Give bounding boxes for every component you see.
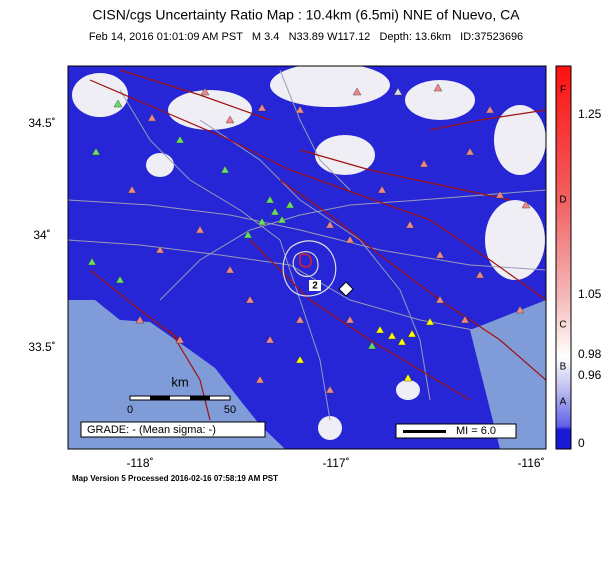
station	[435, 250, 445, 259]
station	[295, 105, 305, 114]
station	[115, 275, 125, 284]
station	[403, 373, 413, 382]
station	[255, 375, 265, 384]
station	[435, 295, 445, 304]
grade-letter: F	[560, 85, 566, 96]
station	[175, 135, 185, 144]
station	[155, 245, 165, 254]
map-frame	[67, 65, 547, 450]
grade-letter: B	[560, 362, 567, 373]
contour-label: 2	[312, 281, 318, 292]
station	[425, 317, 435, 326]
station	[419, 159, 429, 168]
colorbar-value: 0.98	[578, 347, 602, 361]
station	[220, 165, 230, 174]
station	[277, 215, 287, 224]
station	[295, 355, 305, 364]
grade-letter: A	[560, 397, 567, 408]
lat-label: 34˚	[33, 228, 50, 242]
low-coverage-area	[72, 66, 546, 440]
station	[257, 217, 267, 226]
station	[387, 331, 397, 340]
station	[200, 87, 210, 96]
station	[147, 113, 157, 122]
station	[345, 235, 355, 244]
grade-letter: D	[559, 195, 566, 206]
station	[345, 315, 355, 324]
scale-end: 50	[224, 404, 236, 416]
lon-label: -118˚	[126, 456, 153, 470]
title: CISN/cgs Uncertainty Ratio Map : 10.4km …	[92, 7, 520, 23]
footer: Map Version 5 Processed 2016-02-16 07:58…	[72, 474, 278, 483]
grade: GRADE: - (Mean sigma: -)	[87, 424, 216, 436]
station	[367, 341, 377, 350]
scale-bar: km 0 50	[127, 374, 236, 415]
scale-unit: km	[171, 374, 188, 389]
station	[405, 220, 415, 229]
station	[485, 105, 495, 114]
colorbar: F D C B A 1.25 1.05 0.98 0.96 0	[555, 65, 602, 450]
station	[352, 87, 362, 96]
station	[295, 315, 305, 324]
subtitle: Feb 14, 2016 01:01:09 AM PST M 3.4 N33.8…	[89, 31, 523, 43]
lat-label: 34.5˚	[28, 116, 55, 130]
station	[127, 185, 137, 194]
mi-legend: MI = 6.0	[456, 425, 496, 437]
lon-label: -116˚	[517, 456, 544, 470]
station	[225, 265, 235, 274]
station	[325, 385, 335, 394]
station	[521, 200, 531, 209]
station	[325, 220, 335, 229]
station	[397, 337, 407, 346]
station	[465, 147, 475, 156]
station	[433, 83, 443, 92]
station	[407, 329, 417, 338]
station	[265, 195, 275, 204]
station	[87, 257, 97, 266]
station	[393, 87, 403, 96]
colorbar-value: 1.25	[578, 107, 602, 121]
station	[460, 315, 470, 324]
station	[245, 295, 255, 304]
lat-label: 33.5˚	[28, 340, 55, 354]
station	[195, 225, 205, 234]
station	[113, 99, 123, 108]
map: 2	[68, 66, 546, 449]
station	[265, 335, 275, 344]
lon-label: -117˚	[322, 456, 349, 470]
station	[270, 207, 280, 216]
scale-start: 0	[127, 404, 133, 416]
station	[515, 305, 525, 314]
station	[91, 147, 101, 156]
ocean	[470, 300, 546, 449]
station	[475, 270, 485, 279]
colorbar-value: 1.05	[578, 287, 602, 301]
colorbar-value: 0	[578, 436, 585, 450]
grade-letter: C	[559, 320, 566, 331]
station	[175, 335, 185, 344]
ocean	[68, 300, 285, 449]
station	[225, 115, 235, 124]
station	[285, 200, 295, 209]
station	[135, 315, 145, 324]
stations	[87, 83, 531, 394]
station	[375, 325, 385, 334]
station	[377, 185, 387, 194]
epicenter	[338, 281, 354, 297]
station	[243, 230, 253, 239]
faults	[89, 69, 546, 421]
colorbar-value: 0.96	[578, 368, 602, 382]
station	[495, 190, 505, 199]
station	[257, 103, 267, 112]
